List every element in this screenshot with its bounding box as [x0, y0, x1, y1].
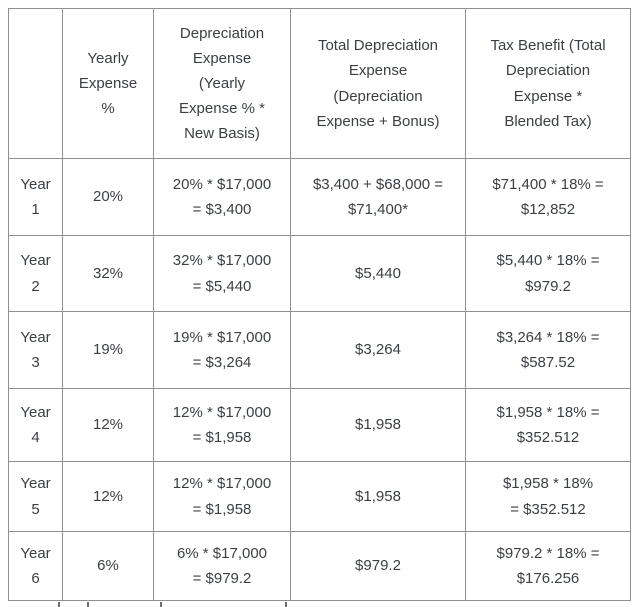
yearly-expense-pct-cell: 19% [62, 311, 154, 389]
year-label: Year 4 [8, 388, 63, 462]
table-row-year-3: Year 3 19% 19% * $17,000 = $3,264 $3,264… [8, 311, 631, 389]
depreciation-expense-cell: 19% * $17,000 = $3,264 [153, 311, 291, 389]
table-row-year-2: Year 2 32% 32% * $17,000 = $5,440 $5,440… [8, 235, 631, 312]
table-row-year-4: Year 4 12% 12% * $17,000 = $1,958 $1,958… [8, 388, 631, 462]
depreciation-table: Yearly Expense % Depreciation Expense (Y… [8, 8, 631, 601]
depreciation-expense-cell: 20% * $17,000 = $3,400 [153, 158, 291, 236]
total-depreciation-cell: $3,264 [290, 311, 466, 389]
year-label: Year 3 [8, 311, 63, 389]
yearly-expense-pct-cell: 20% [62, 158, 154, 236]
total-depreciation-cell: $1,958 [290, 388, 466, 462]
header-tax-benefit: Tax Benefit (Total Depreciation Expense … [465, 8, 631, 159]
header-yearly-expense-pct: Yearly Expense % [62, 8, 154, 159]
depreciation-expense-cell: 32% * $17,000 = $5,440 [153, 235, 291, 312]
yearly-expense-pct-cell: 12% [62, 461, 154, 532]
yearly-expense-pct-cell: 6% [62, 531, 154, 601]
table-row-year-1: Year 1 20% 20% * $17,000 = $3,400 $3,400… [8, 158, 631, 236]
header-depreciation-expense: Depreciation Expense (Yearly Expense % *… [153, 8, 291, 159]
year-label: Year 2 [8, 235, 63, 312]
tax-benefit-cell: $3,264 * 18% = $587.52 [465, 311, 631, 389]
depreciation-expense-cell: 12% * $17,000 = $1,958 [153, 461, 291, 532]
depreciation-expense-cell: 6% * $17,000 = $979.2 [153, 531, 291, 601]
yearly-expense-pct-cell: 32% [62, 235, 154, 312]
header-total-depreciation-expense: Total Depreciation Expense (Depreciation… [290, 8, 466, 159]
table-header-row: Yearly Expense % Depreciation Expense (Y… [8, 8, 631, 159]
year-label: Year 1 [8, 158, 63, 236]
table-row-year-5: Year 5 12% 12% * $17,000 = $1,958 $1,958… [8, 461, 631, 532]
tax-benefit-cell: $1,958 * 18% = $352.512 [465, 388, 631, 462]
total-depreciation-cell: $979.2 [290, 531, 466, 601]
tax-benefit-cell: $1,958 * 18% = $352.512 [465, 461, 631, 532]
total-depreciation-cell: $3,400 + $68,000 = $71,400* [290, 158, 466, 236]
year-label: Year 5 [8, 461, 63, 532]
year-label: Year 6 [8, 531, 63, 601]
table-row-year-6: Year 6 6% 6% * $17,000 = $979.2 $979.2 $… [8, 531, 631, 601]
yearly-expense-pct-cell: 12% [62, 388, 154, 462]
total-depreciation-cell: $5,440 [290, 235, 466, 312]
tax-benefit-cell: $5,440 * 18% = $979.2 [465, 235, 631, 312]
header-year-blank [8, 8, 63, 159]
total-depreciation-cell: $1,958 [290, 461, 466, 532]
cropped-text-remnant [0, 601, 639, 607]
tax-benefit-cell: $979.2 * 18% = $176.256 [465, 531, 631, 601]
depreciation-expense-cell: 12% * $17,000 = $1,958 [153, 388, 291, 462]
tax-benefit-cell: $71,400 * 18% = $12,852 [465, 158, 631, 236]
